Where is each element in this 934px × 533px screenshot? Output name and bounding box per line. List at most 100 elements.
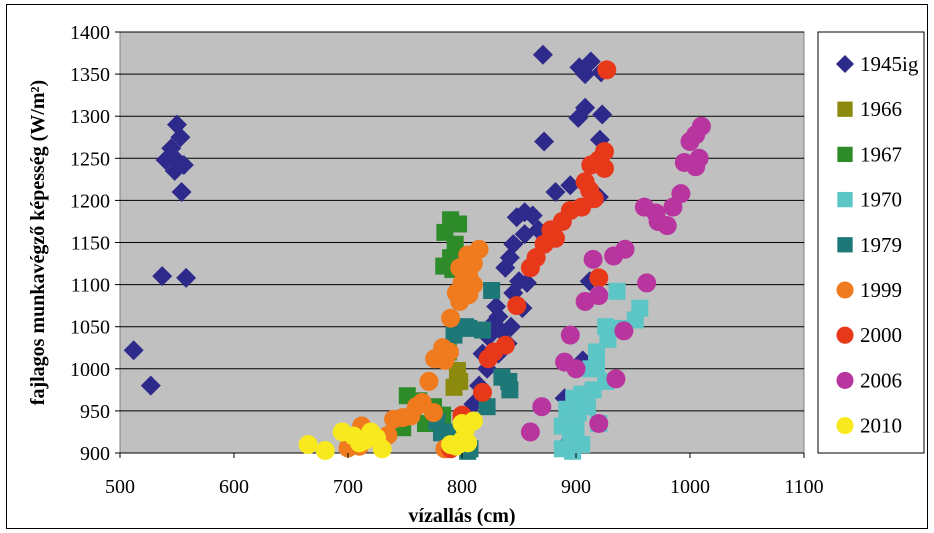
legend-label-2010: 2010 (860, 414, 902, 438)
point-2006 (575, 291, 595, 311)
legend-label-1999: 1999 (860, 278, 902, 302)
point-2000 (595, 158, 614, 178)
point-1945ig (495, 257, 516, 278)
legend-label-1966: 1966 (860, 97, 902, 121)
point-2000 (597, 60, 617, 80)
x-axis-ticks: 500 600 700 800 900 1000 1100 (105, 453, 824, 498)
point-1979 (474, 321, 492, 339)
point-1979 (460, 319, 478, 337)
y-tick-label: 950 (80, 401, 110, 423)
point-1945ig (514, 224, 535, 245)
point-1979 (501, 381, 519, 399)
point-1945ig (506, 207, 527, 228)
point-1979 (478, 398, 496, 416)
x-tick-label: 500 (105, 476, 135, 498)
y-tick-label: 1300 (70, 106, 110, 128)
legend-label-1967: 1967 (860, 142, 902, 166)
point-1945ig (516, 272, 537, 293)
point-2006 (686, 157, 706, 177)
point-1945ig (568, 107, 589, 128)
x-tick-label: 1000 (670, 476, 710, 498)
legend (817, 31, 925, 454)
legend-marker-1970 (837, 191, 853, 208)
y-axis-ticks: 900 950 1000 1050 1100 1150 1200 1250 1300 1350 14… (70, 22, 120, 465)
point-1945ig (170, 127, 191, 148)
x-tick-label: 1100 (784, 476, 823, 498)
point-1999 (435, 350, 455, 370)
point-2006 (680, 131, 700, 151)
y-tick-label: 1400 (70, 22, 110, 44)
point-1945ig (569, 57, 590, 78)
x-axis-title: vízallás (cm) (408, 505, 515, 527)
point-2000 (478, 349, 498, 369)
point-2006 (583, 249, 603, 269)
point-2006 (637, 273, 657, 293)
point-1999 (384, 409, 404, 429)
point-1966 (445, 378, 463, 396)
point-1970 (626, 311, 644, 329)
point-1999 (450, 291, 470, 311)
point-1945ig (560, 175, 581, 196)
legend-marker-2006 (836, 371, 854, 389)
point-1945ig (545, 181, 566, 202)
point-1967 (450, 215, 468, 233)
legend-marker-2010 (836, 417, 854, 435)
y-tick-label: 1350 (70, 64, 110, 86)
point-2010 (315, 440, 335, 460)
point-2010 (367, 428, 386, 448)
point-1979 (483, 281, 501, 299)
point-1999 (419, 371, 439, 391)
point-1970 (558, 400, 576, 418)
point-1945ig (152, 266, 173, 287)
legend-label-2000: 2000 (860, 323, 902, 347)
point-2006 (532, 397, 552, 417)
y-tick-label: 1000 (70, 359, 110, 381)
y-tick-label: 1200 (70, 190, 110, 212)
legend-label-2006: 2006 (860, 368, 902, 392)
legend-marker-1966 (837, 101, 853, 117)
y-tick-label: 1250 (70, 148, 110, 170)
point-1970 (564, 442, 582, 460)
x-tick-label: 600 (219, 476, 249, 498)
point-1945ig (140, 375, 161, 396)
point-2006 (657, 216, 677, 236)
point-2006 (566, 359, 586, 379)
point-2006 (604, 246, 624, 266)
legend-marker-1999 (836, 281, 854, 299)
point-1945ig (123, 340, 144, 361)
point-2010 (446, 436, 466, 456)
point-2000 (589, 268, 609, 288)
point-1945ig (503, 234, 524, 255)
point-1999 (424, 403, 443, 423)
point-1945ig (155, 149, 176, 170)
legend-marker-2000 (836, 326, 854, 344)
y-tick-label: 1050 (70, 317, 110, 339)
point-1945ig (592, 104, 613, 125)
point-2000 (520, 258, 540, 278)
legend-entries: 1945ig 1966 1967 1970 1979 1999 2000 2006 2010 (836, 52, 919, 438)
point-2006 (560, 325, 580, 345)
point-2006 (606, 369, 626, 389)
point-2010 (463, 411, 483, 431)
point-1945ig (176, 267, 197, 288)
legend-marker-1945ig (836, 55, 854, 73)
legend-marker-1979 (837, 237, 853, 253)
point-1967 (446, 235, 464, 253)
legend-label-1970: 1970 (860, 188, 902, 212)
legend-label-1979: 1979 (860, 233, 902, 257)
point-1970 (582, 360, 600, 378)
point-2006 (614, 321, 634, 341)
point-2006 (663, 197, 683, 217)
point-2000 (473, 382, 493, 402)
point-1945ig (534, 131, 555, 152)
y-axis-title: fajlagos munkavégző képesség (W/m²) (27, 80, 49, 405)
point-1945ig (532, 44, 553, 65)
x-tick-label: 700 (333, 476, 363, 498)
point-1945ig (164, 160, 185, 181)
data-points (123, 44, 711, 460)
point-2010 (298, 435, 318, 455)
point-1979 (445, 326, 463, 344)
legend-label-1945ig: 1945ig (860, 52, 919, 76)
point-2010 (349, 433, 369, 453)
